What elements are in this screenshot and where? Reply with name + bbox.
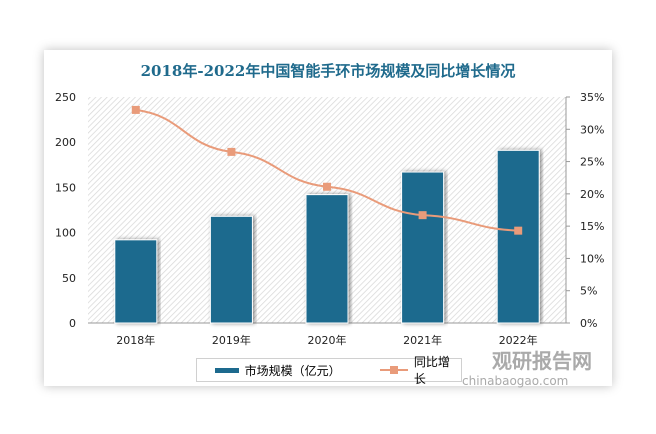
x-tick-label: 2022年 — [499, 333, 538, 347]
y-tick-label: 100 — [55, 227, 76, 240]
y-tick-label: 50 — [62, 272, 76, 285]
chart-title: 2018年-2022年中国智能手环市场规模及同比增长情况 — [140, 62, 516, 80]
bar — [114, 239, 158, 324]
legend-label-bar: 市场规模（亿元） — [244, 363, 341, 378]
legend: 市场规模（亿元） 同比增长 — [196, 355, 462, 386]
y2-tick-label: 35% — [580, 91, 604, 104]
bar — [305, 194, 349, 324]
y2-tick-label: 20% — [580, 188, 604, 201]
x-tick-label: 2020年 — [308, 333, 347, 347]
y-tick-label: 0 — [69, 317, 76, 330]
bar — [209, 215, 253, 324]
x-tick-label: 2019年 — [212, 333, 251, 347]
y2-tick-label: 25% — [580, 156, 604, 169]
watermark-en: chinabaogao.com — [462, 374, 569, 388]
growth-marker — [323, 182, 331, 191]
bar — [496, 149, 540, 324]
x-tick-label: 2021年 — [403, 333, 442, 347]
legend-label-line: 同比增长 — [413, 355, 450, 386]
legend-swatch-bar — [215, 367, 239, 373]
legend-swatch-line — [380, 365, 409, 375]
y2-tick-label: 10% — [580, 252, 604, 265]
y2-tick-label: 15% — [580, 220, 604, 233]
x-tick-label: 2018年 — [116, 333, 155, 347]
watermark-cn: 观研报告网 — [492, 349, 592, 373]
growth-marker — [227, 147, 236, 156]
y2-tick-label: 5% — [580, 285, 597, 298]
y-tick-label: 250 — [55, 91, 76, 104]
watermark: 观研报告网 chinabaogao.com — [452, 345, 592, 388]
y-tick-label: 200 — [55, 136, 76, 149]
y2-tick-label: 0% — [580, 317, 597, 330]
growth-marker — [131, 105, 140, 114]
growth-marker — [418, 211, 427, 220]
y-tick-label: 150 — [55, 181, 76, 194]
y2-tick-label: 30% — [580, 123, 604, 136]
bar — [401, 171, 445, 324]
growth-marker — [514, 226, 523, 235]
